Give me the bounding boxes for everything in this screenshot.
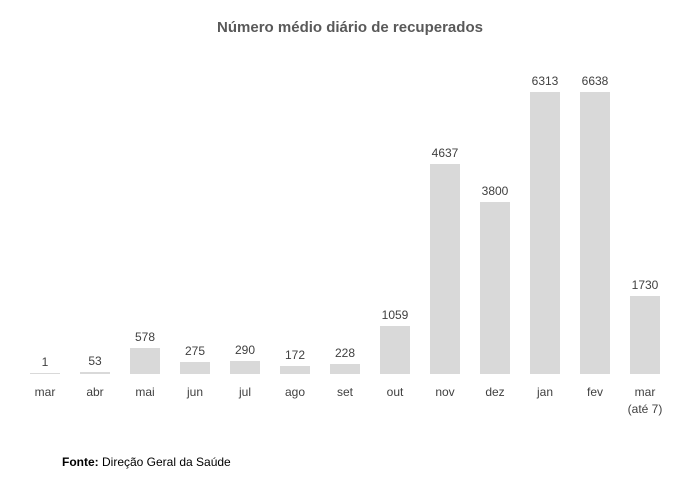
- source-label: Fonte:: [62, 455, 99, 469]
- bar: [130, 347, 160, 374]
- category-label: jul: [238, 385, 251, 399]
- category-label: mai: [135, 385, 155, 399]
- bar-column: 1: [20, 74, 70, 374]
- bar: [330, 363, 360, 374]
- category-label: set: [336, 385, 353, 399]
- bar-value-label: 172: [284, 348, 306, 363]
- category-label: fev: [586, 385, 603, 399]
- bar: [30, 372, 60, 374]
- category-label: abr: [86, 385, 104, 399]
- category-label: mar: [34, 385, 56, 399]
- plot-area: 1 53 578 275 290 172 228 1059 4637 3800 6313 6638 17…: [20, 74, 670, 374]
- bar: [380, 326, 410, 374]
- bar-value-label: 6638: [581, 74, 609, 88]
- bar-value-label: 6313: [531, 74, 559, 88]
- bar: [480, 202, 510, 374]
- bar-value-label: 275: [184, 343, 206, 358]
- bar-value-label: 1730: [631, 277, 659, 292]
- bar-value-label: 3800: [481, 184, 509, 199]
- category-axis: mar abr mai jun jul ago set out nov dez jan fev mar …: [20, 384, 670, 418]
- bar-column: 6313: [520, 74, 570, 374]
- chart-title: Número médio diário de recuperados: [217, 19, 483, 36]
- source-note: Fonte: Direção Geral da Saúde: [62, 455, 231, 469]
- bar-column: 172: [270, 74, 320, 374]
- category-label: out: [386, 385, 404, 399]
- category-label: jan: [536, 385, 553, 399]
- bar-column: 228: [320, 74, 370, 374]
- category-label: jun: [186, 385, 203, 399]
- bar-column: 1059: [370, 74, 420, 374]
- bar-column: 290: [220, 74, 270, 374]
- bar: [280, 366, 310, 374]
- bar-value-label: 1: [41, 354, 49, 369]
- bar-value-label: 1059: [381, 308, 409, 323]
- bar-column: 4637: [420, 74, 470, 374]
- bar-column: 578: [120, 74, 170, 374]
- bar-column: 6638: [570, 74, 620, 374]
- bar: [630, 295, 660, 374]
- source-text: Direção Geral da Saúde: [98, 455, 231, 469]
- bar: [430, 164, 460, 374]
- category-label: ago: [284, 385, 306, 399]
- bar-value-label: 290: [234, 342, 256, 357]
- bar: [80, 371, 110, 374]
- bar-column: 53: [70, 74, 120, 374]
- bar: [530, 92, 560, 374]
- bar-value-label: 228: [334, 345, 356, 360]
- bar-value-label: 578: [134, 329, 156, 344]
- category-label: mar (até 7): [627, 385, 663, 416]
- bar-column: 3800: [470, 74, 520, 374]
- bar: [580, 92, 610, 374]
- category-label: dez: [485, 385, 505, 399]
- bar: [230, 360, 260, 374]
- bar-column: 1730: [620, 74, 670, 374]
- bar: [180, 361, 210, 374]
- bar-value-label: 4637: [431, 146, 459, 161]
- bar-column: 275: [170, 74, 220, 374]
- category-label: nov: [435, 385, 455, 399]
- bar-value-label: 53: [88, 353, 102, 368]
